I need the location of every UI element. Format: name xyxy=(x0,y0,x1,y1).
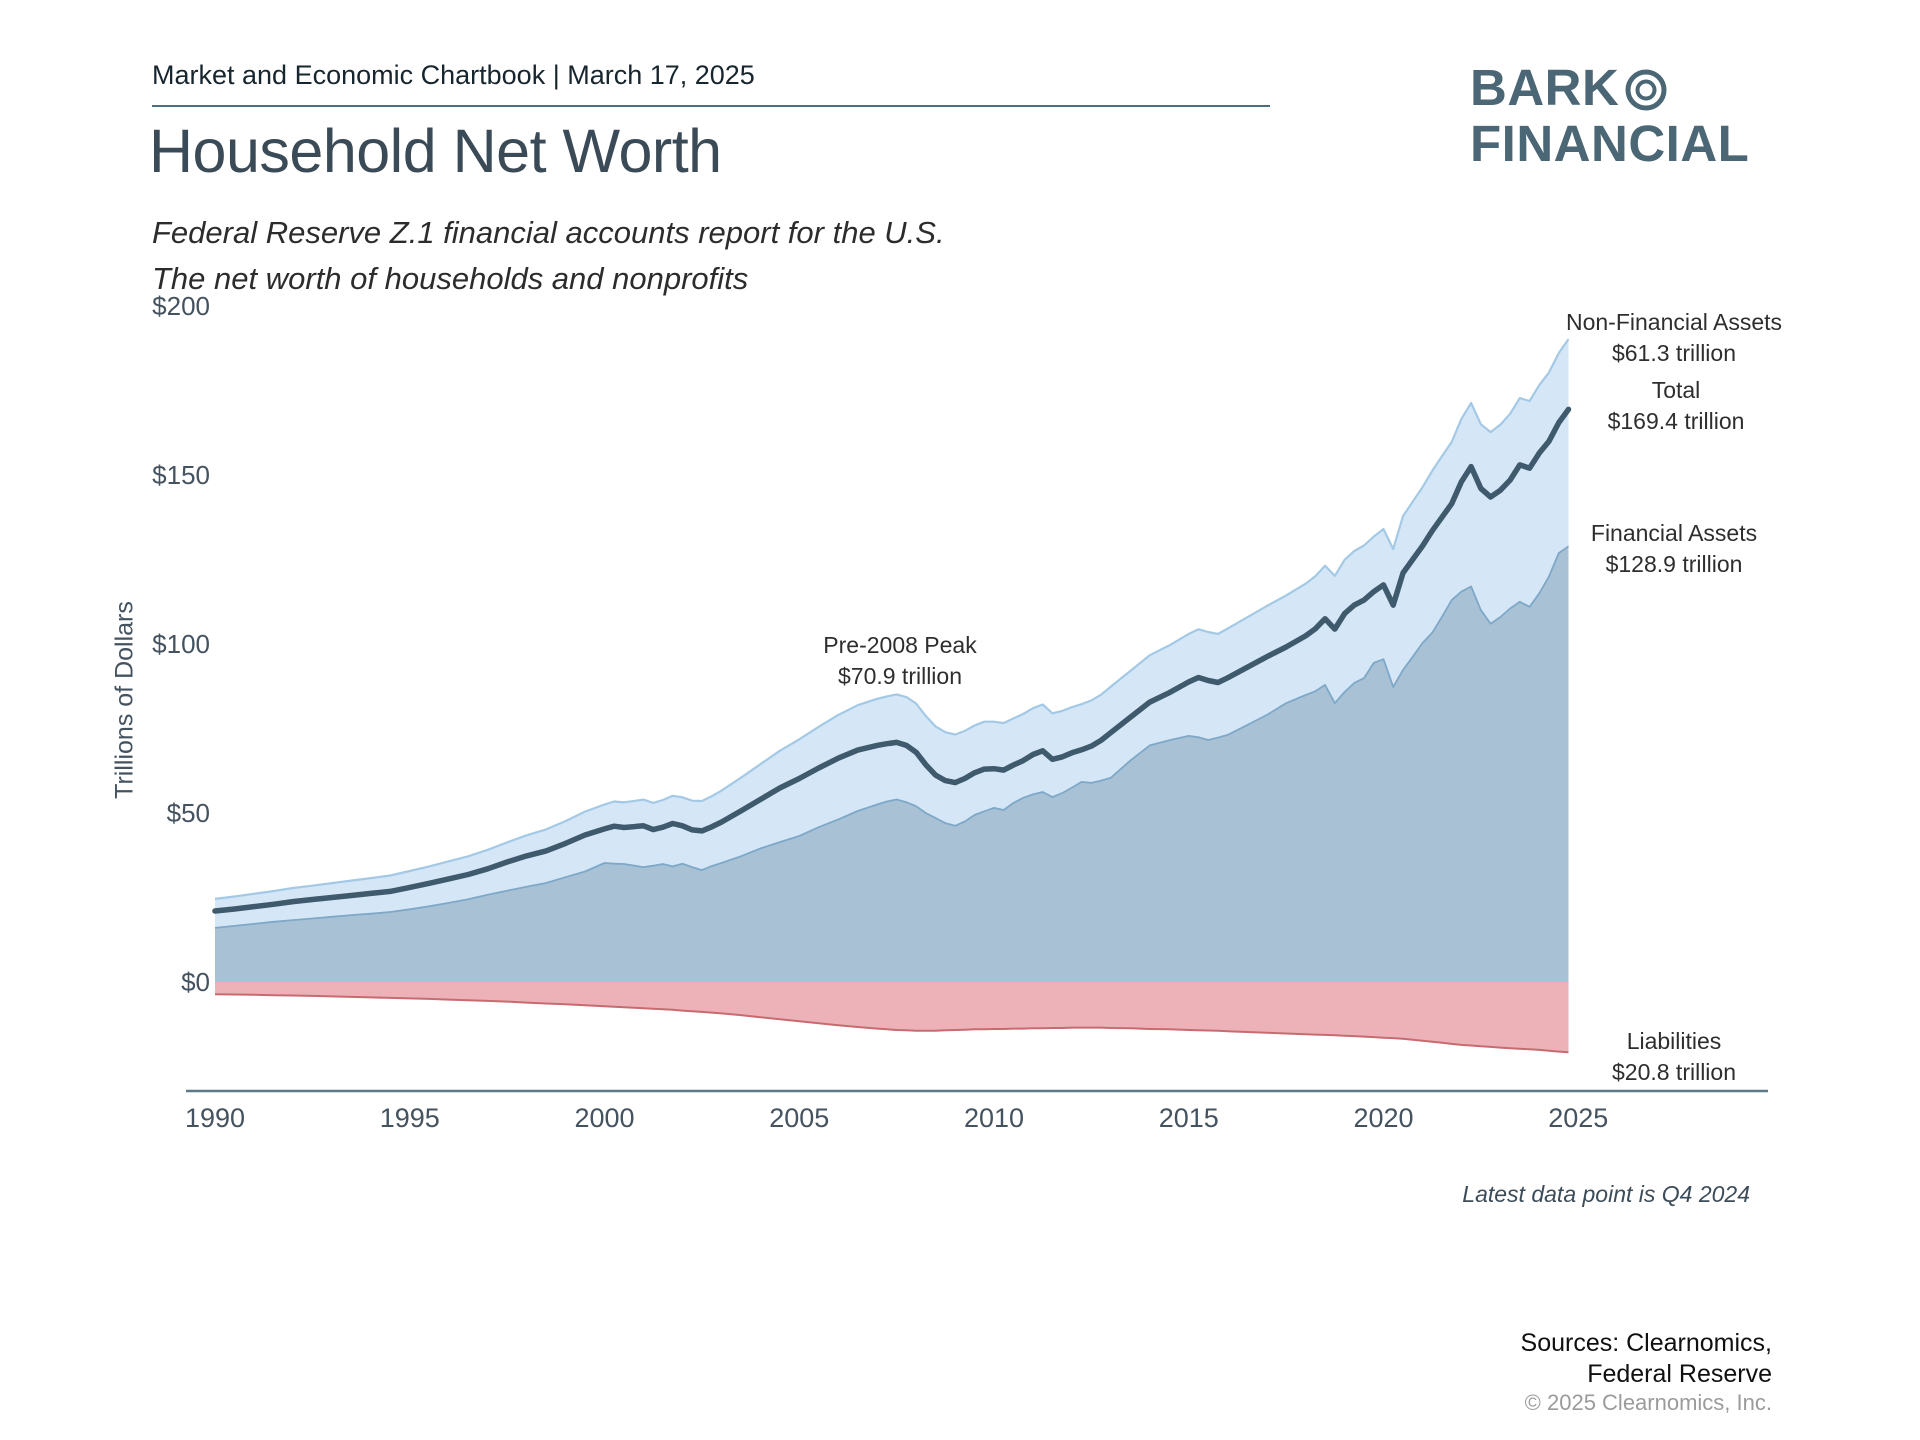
x-tick-label: 2020 xyxy=(1353,1103,1414,1133)
annotation-pre-2008-peak: Pre-2008 Peak $70.9 trillion xyxy=(823,630,976,692)
y-tick-label: $50 xyxy=(166,798,210,828)
annotation-label: Pre-2008 Peak xyxy=(823,632,977,658)
annotation-value: $61.3 trillion xyxy=(1611,340,1737,366)
annotation-value: $20.8 trillion xyxy=(1611,1059,1737,1085)
page-title: Household Net Worth xyxy=(149,117,722,185)
annotation-label: Liabilities xyxy=(1626,1028,1722,1054)
x-tick-label: 2000 xyxy=(574,1103,635,1133)
header-divider xyxy=(152,105,1270,107)
annotation-value: $169.4 trillion xyxy=(1607,408,1745,434)
latest-data-note: Latest data point is Q4 2024 xyxy=(1462,1181,1750,1207)
x-tick-label: 1995 xyxy=(379,1103,440,1133)
subtitle-line-1: Federal Reserve Z.1 financial accounts r… xyxy=(152,215,945,250)
annotation-financial-assets: Financial Assets $128.9 trillion xyxy=(1591,518,1757,580)
annotation-value: $128.9 trillion xyxy=(1605,551,1743,577)
y-tick-label: $150 xyxy=(152,460,210,490)
sources-note: Sources: Clearnomics, Federal Reserve xyxy=(1521,1328,1772,1390)
annotation-label: Total xyxy=(1651,377,1701,403)
annotation-non-financial-assets: Non-Financial Assets $61.3 trillion xyxy=(1566,307,1782,369)
x-tick-label: 1990 xyxy=(184,1103,246,1133)
subtitle-line-2: The net worth of households and nonprofi… xyxy=(152,261,749,296)
subtitle: Federal Reserve Z.1 financial accounts r… xyxy=(152,210,945,302)
x-tick-label: 2025 xyxy=(1548,1103,1609,1133)
brand-logo: BARK FINANCIAL xyxy=(1470,60,1749,172)
sources-line-2: Federal Reserve xyxy=(1587,1360,1772,1388)
chartbook-header: Market and Economic Chartbook | March 17… xyxy=(152,60,755,90)
sources-line-1: Sources: Clearnomics, xyxy=(1520,1329,1772,1357)
annotation-value: $70.9 trillion xyxy=(837,663,963,689)
y-tick-label: $0 xyxy=(181,967,210,997)
y-tick-label: $100 xyxy=(152,629,210,659)
annotation-liabilities: Liabilities $20.8 trillion xyxy=(1612,1026,1736,1088)
copyright-note: © 2025 Clearnomics, Inc. xyxy=(1524,1390,1772,1415)
x-tick-label: 2010 xyxy=(963,1103,1025,1133)
logo-text-financial: FINANCIAL xyxy=(1470,115,1750,172)
logo-bullseye-icon xyxy=(1625,69,1667,111)
annotation-total: Total $169.4 trillion xyxy=(1608,375,1745,437)
logo-text-bark: BARK xyxy=(1470,59,1620,116)
annotation-label: Non-Financial Assets xyxy=(1565,309,1783,335)
y-tick-label: $200 xyxy=(152,291,210,321)
x-tick-label: 2005 xyxy=(769,1103,830,1133)
x-tick-label: 2015 xyxy=(1158,1103,1219,1133)
annotation-label: Financial Assets xyxy=(1590,520,1758,546)
